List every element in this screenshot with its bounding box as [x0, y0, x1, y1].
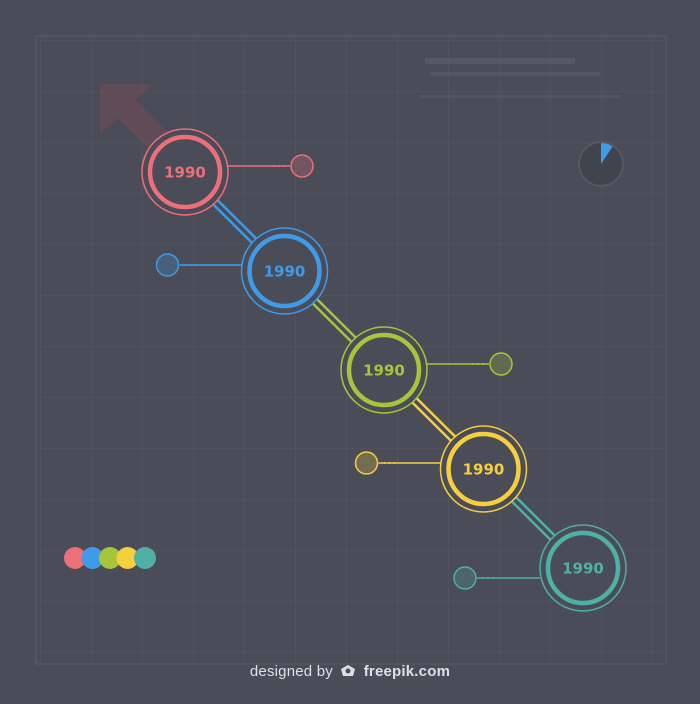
- milestone-inner-ring: [545, 530, 621, 606]
- milestone-node: 1990: [340, 326, 428, 414]
- callout-dot-mark: [393, 462, 396, 464]
- callout-dot-mark: [388, 462, 391, 464]
- connector-line: [316, 298, 357, 339]
- callout-dot-mark: [383, 462, 386, 464]
- connector-line: [311, 302, 353, 343]
- palette-swatch: [99, 547, 121, 569]
- connector-line: [415, 397, 457, 438]
- milestone-node: 1990: [240, 227, 329, 315]
- callout: [453, 566, 540, 590]
- callout-dot-mark: [278, 165, 280, 167]
- callout-dot-mark: [194, 264, 197, 266]
- milestone-year: 1990: [562, 560, 604, 578]
- milestone-year: 1990: [164, 164, 206, 182]
- timeline-connectors: [212, 199, 556, 541]
- milestone-node: 1990: [439, 425, 528, 513]
- milestone-year: 1990: [463, 461, 505, 479]
- callout-marker: [453, 566, 477, 590]
- connector-line: [216, 199, 258, 240]
- timeline-callouts: [155, 154, 540, 590]
- callout-marker: [489, 352, 513, 376]
- milestone-year: 1990: [264, 263, 306, 281]
- footer-credit: designed by freepik.com: [0, 663, 700, 680]
- callout-marker: [155, 253, 180, 277]
- connector-line: [212, 203, 253, 244]
- palette-swatch: [64, 547, 86, 569]
- timeline-nodes: 1990 1990 1990 1990 1990: [141, 128, 627, 612]
- footer-brand: freepik.com: [363, 663, 451, 680]
- callout: [155, 253, 242, 277]
- callout-dot-mark: [477, 363, 479, 365]
- palette-swatch: [116, 547, 139, 569]
- pie-chart-icon: [578, 141, 624, 187]
- milestone-year: 1990: [363, 362, 405, 380]
- faded-heading-lines: [420, 58, 620, 98]
- palette-swatch: [134, 547, 156, 569]
- callout-dot-mark: [487, 577, 489, 579]
- callout-dot-mark: [482, 577, 484, 579]
- callout: [228, 154, 314, 178]
- callout: [354, 451, 441, 475]
- connector-line: [411, 401, 452, 442]
- milestone-inner-ring: [346, 332, 422, 408]
- milestone-node: 1990: [539, 524, 627, 612]
- callout-dot-mark: [283, 165, 285, 167]
- callout-dot-mark: [184, 264, 187, 266]
- callout: [427, 352, 513, 376]
- milestone-inner-ring: [446, 431, 521, 507]
- callout-dot-mark: [189, 264, 192, 266]
- connector-line: [515, 496, 556, 537]
- callout-dot-mark: [492, 577, 494, 579]
- milestone-inner-ring: [147, 134, 223, 210]
- arrow-up-left-icon: [100, 84, 168, 150]
- callout-marker: [354, 451, 379, 475]
- milestone-inner-ring: [247, 233, 322, 309]
- palette-swatch: [81, 547, 104, 569]
- footer-prefix: designed by: [249, 663, 333, 680]
- callout-dot-mark: [472, 363, 474, 365]
- callout-marker: [290, 154, 314, 178]
- freepik-logo-icon: [341, 665, 356, 676]
- milestone-node: 1990: [141, 128, 229, 216]
- callout-dot-mark: [482, 363, 484, 365]
- connector-line: [510, 500, 552, 541]
- color-palette: [64, 547, 156, 569]
- callout-dot-mark: [273, 165, 275, 167]
